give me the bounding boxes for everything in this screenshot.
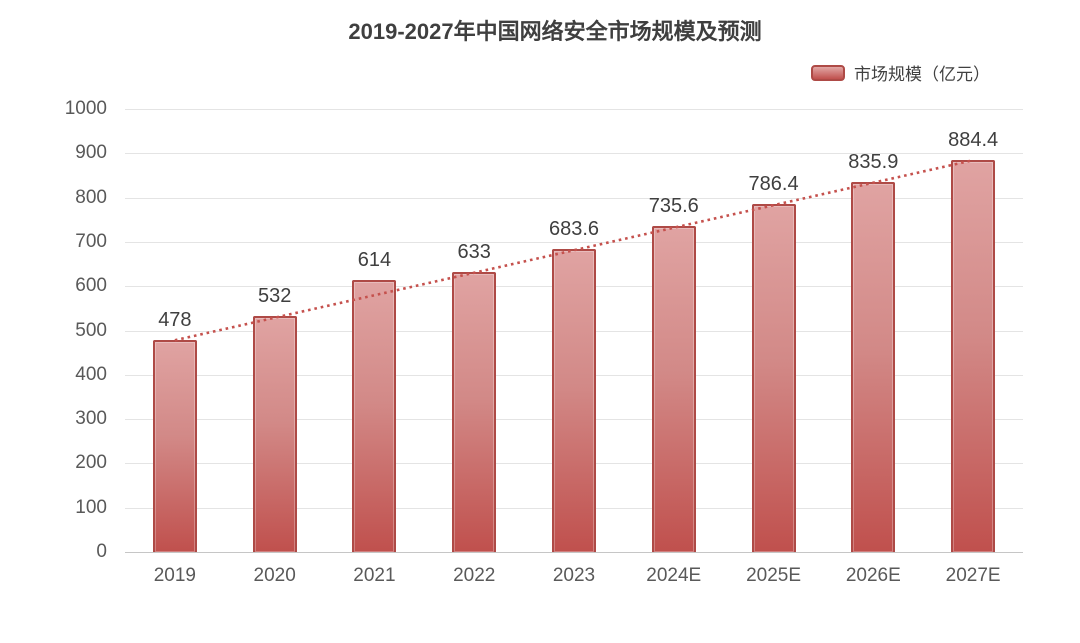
y-tick-label: 400: [75, 363, 107, 385]
bar-value-label: 835.9: [848, 150, 899, 173]
x-tick-label: 2022: [453, 565, 496, 586]
bar-2020: [252, 316, 297, 552]
bar-2027E: [951, 160, 996, 552]
bar-2026E: [851, 181, 896, 552]
bar-value-label: 633: [457, 240, 491, 263]
legend-label: 市场规模（亿元）: [854, 65, 990, 84]
bar-2023: [552, 249, 596, 552]
bar-2021: [352, 280, 397, 552]
y-tick-label: 800: [75, 186, 107, 208]
y-tick-label: 700: [75, 230, 107, 252]
bar-2019: [152, 340, 197, 552]
grid-line: [125, 109, 1023, 110]
y-tick-label: 500: [75, 319, 107, 341]
y-tick-label: 0: [96, 541, 107, 562]
bar-value-label: 884.4: [948, 129, 999, 152]
x-tick-label: 2019: [153, 565, 197, 586]
bar-value-label: 786.4: [748, 172, 799, 195]
bar-value-label: 683.6: [548, 218, 600, 241]
x-tick-label: 2025E: [746, 565, 802, 586]
x-tick-label: 2026E: [845, 565, 901, 586]
plot-area: 0 100 200 300 400 500 600 700 800 900 1000 478 2019 5…: [65, 98, 1023, 586]
legend-swatch: [811, 64, 845, 81]
legend: 市场规模（亿元）: [811, 60, 990, 85]
x-tick-label: 2020: [253, 565, 296, 586]
y-tick-label: 300: [75, 408, 107, 430]
y-tick-label: 600: [75, 275, 107, 297]
bar-value-label: 478: [158, 309, 192, 332]
bar-2025E: [751, 203, 796, 552]
x-tick-label: 2021: [353, 565, 396, 586]
y-tick-label: 200: [75, 452, 107, 474]
bar-2022: [452, 271, 497, 552]
bar-value-label: 735.6: [648, 195, 699, 218]
y-tick-label: 900: [75, 142, 107, 164]
bar-value-label: 614: [357, 249, 392, 271]
y-tick-label: 100: [75, 496, 107, 518]
bar-value-label: 532: [257, 285, 292, 308]
grid-line: [125, 153, 1023, 155]
chart-title: 2019-2027年中国网络安全市场规模及预测: [348, 19, 762, 44]
x-tick-label: 2023: [552, 565, 596, 586]
x-tick-label: 2024E: [646, 565, 702, 586]
x-axis-line: [125, 552, 1023, 553]
x-tick-label: 2027E: [945, 565, 1001, 586]
y-tick-label: 1000: [64, 98, 107, 119]
bar-2024E: [651, 226, 696, 552]
